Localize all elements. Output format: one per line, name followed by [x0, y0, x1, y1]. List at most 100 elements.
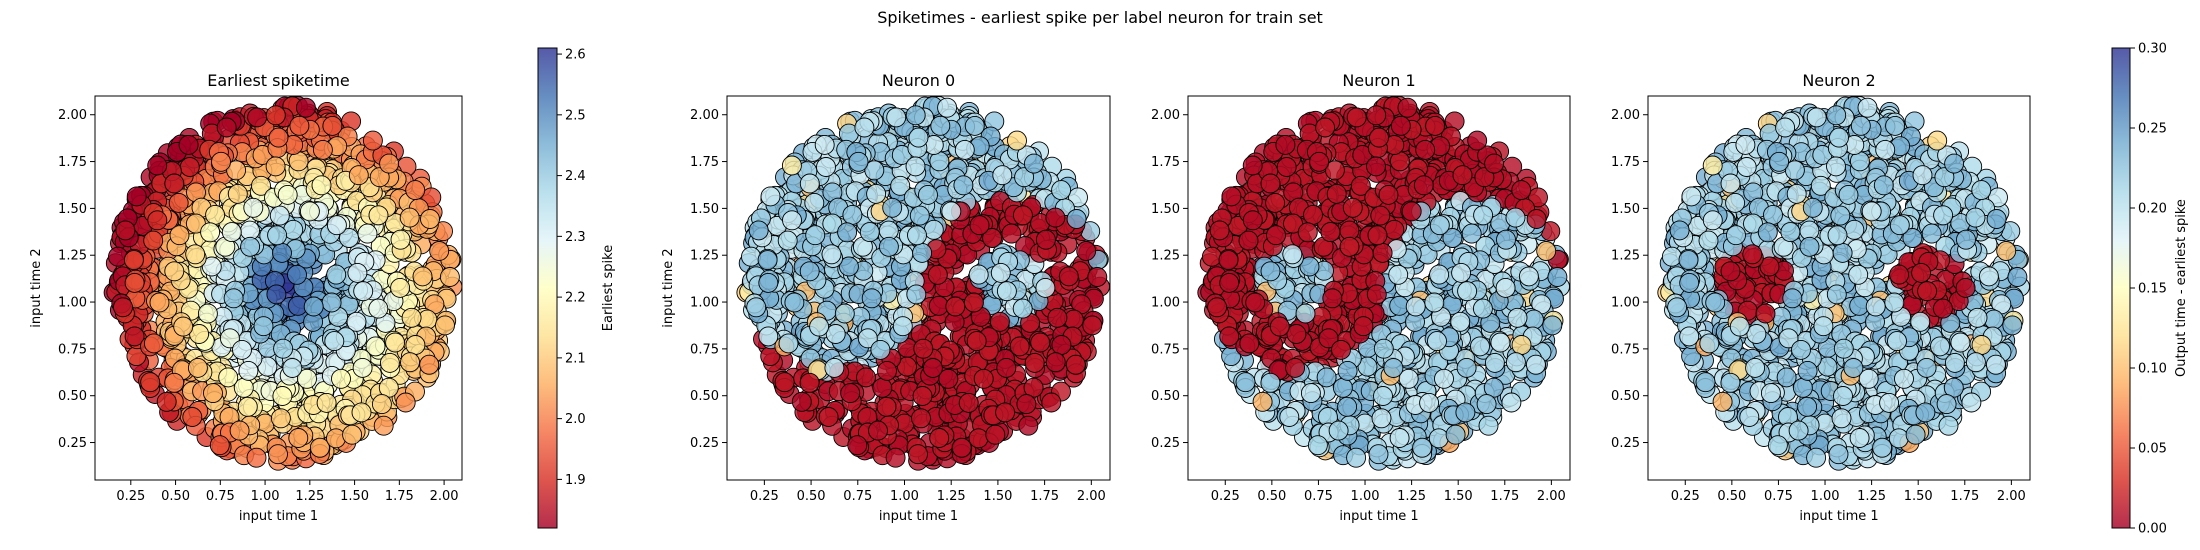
scatter-point	[1339, 236, 1360, 257]
scatter-point	[251, 175, 271, 196]
scatter-point	[390, 277, 411, 298]
scatter-point	[1260, 372, 1281, 393]
scatter-point	[1496, 229, 1516, 250]
scatter-point	[848, 151, 869, 172]
scatter-point	[1024, 352, 1045, 373]
scatter-point	[964, 115, 985, 136]
scatter-point	[1476, 394, 1497, 415]
scatter-point	[992, 165, 1013, 186]
scatter-point	[1012, 298, 1033, 319]
scatter-point	[277, 184, 298, 205]
y-tick-label: 1.50	[58, 202, 87, 217]
scatter-point	[973, 368, 994, 389]
scatter-point	[1445, 424, 1466, 445]
scatter-point	[1367, 225, 1388, 246]
x-tick-label: 1.75	[1030, 489, 1059, 504]
y-tick-label: 1.25	[690, 249, 719, 264]
scatter-point	[287, 264, 307, 285]
scatter-point	[774, 372, 795, 393]
scatter-point	[912, 242, 933, 263]
scatter-point	[929, 428, 950, 448]
scatter-point	[996, 281, 1017, 302]
scatter-point	[824, 357, 845, 378]
x-tick-label: 1.25	[295, 489, 324, 504]
scatter-point	[1451, 262, 1472, 283]
scatter-point	[1322, 288, 1343, 309]
scatter-point	[1473, 205, 1494, 226]
x-tick-label: 0.50	[161, 489, 190, 504]
scatter-point	[371, 394, 392, 415]
scatter-point	[326, 264, 347, 285]
scatter-point	[1484, 153, 1505, 174]
scatter-point	[185, 244, 206, 265]
scatter-point	[311, 175, 332, 196]
scatter-point	[1324, 160, 1345, 181]
scatter-point	[951, 437, 972, 458]
scatter-point	[958, 392, 979, 413]
scatter-point	[368, 205, 389, 226]
scatter-point	[1511, 180, 1532, 201]
x-tick-label: 0.75	[1304, 489, 1333, 504]
x-tick-label: 1.00	[1351, 489, 1380, 504]
scatter-point	[1518, 266, 1539, 287]
scatter-point	[1047, 307, 1068, 328]
y-tick-label: 2.00	[690, 108, 719, 123]
scatter-point	[1346, 447, 1367, 468]
scatter-point	[270, 408, 291, 429]
scatter-point	[324, 331, 345, 352]
scatter-point	[169, 225, 190, 246]
scatter-point	[791, 391, 812, 412]
scatter-point	[273, 338, 294, 359]
scatter-point	[211, 151, 231, 172]
scatter-point	[1337, 396, 1358, 417]
scatter-point	[856, 367, 876, 388]
scatter-point	[173, 316, 194, 337]
scatter-point	[1455, 402, 1476, 423]
axes-frame	[1187, 95, 1571, 481]
scatter-point	[395, 392, 416, 413]
scatter-point	[269, 205, 290, 226]
scatter-point	[1316, 367, 1337, 388]
scatter-point	[885, 447, 906, 468]
scatter-point	[247, 107, 268, 128]
scatter-point	[804, 192, 825, 213]
scatter-point	[906, 284, 927, 305]
scatter-point	[995, 402, 1016, 423]
x-tick-label: 0.25	[116, 489, 145, 504]
scatter-point	[1269, 316, 1290, 337]
scatter-point	[1307, 435, 1328, 456]
scatter-point	[1041, 392, 1062, 413]
scatter-point	[379, 352, 400, 373]
scatter-point	[1007, 130, 1027, 151]
scatter-point	[1456, 357, 1477, 378]
scatter-point	[156, 391, 177, 412]
scatter-point	[989, 311, 1010, 332]
scatter-point	[1415, 139, 1436, 160]
y-tick-label: 1.00	[58, 296, 87, 311]
x-tick-label: 0.75	[206, 489, 235, 504]
scatter-point	[347, 262, 368, 283]
scatter-point	[1012, 205, 1033, 226]
scatter-points	[103, 96, 462, 471]
scatter-point	[870, 339, 891, 360]
scatter-point	[1279, 407, 1300, 427]
scatter-point	[1484, 352, 1505, 373]
scatter-point	[1461, 223, 1482, 244]
scatter-point	[1283, 213, 1303, 234]
scatter-point	[1501, 392, 1522, 413]
scatter-point	[741, 246, 761, 267]
scatter-point	[1378, 184, 1399, 205]
scatter-point	[1201, 246, 1222, 267]
scatter-point	[1030, 332, 1051, 353]
scatter-point	[859, 222, 880, 243]
scatter-point	[1068, 187, 1088, 208]
scatter-point	[1442, 228, 1463, 248]
scatter-point	[908, 127, 929, 148]
scatter-point	[379, 153, 400, 174]
chart-title: Neuron 0	[882, 71, 955, 90]
y-tick-label: 0.75	[58, 342, 87, 357]
x-tick-label: 0.25	[750, 489, 779, 504]
scatter-point	[201, 256, 222, 277]
scatter-point	[197, 303, 218, 324]
scatter-point	[937, 97, 958, 118]
